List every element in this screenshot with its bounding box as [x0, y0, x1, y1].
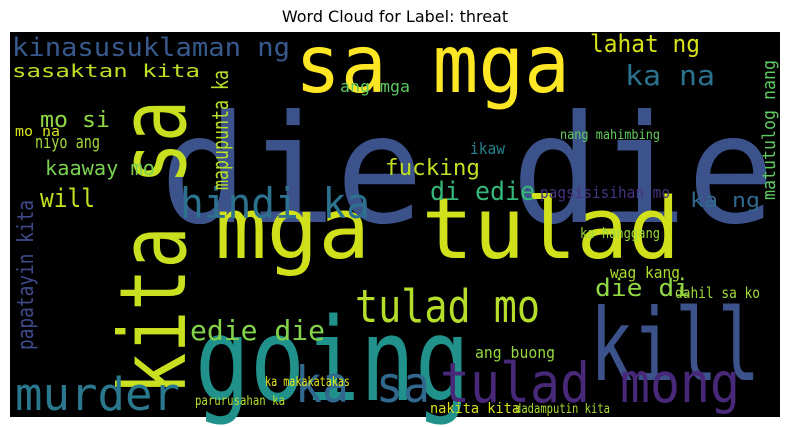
word: parurusahan ka: [195, 394, 285, 409]
word: will: [40, 184, 95, 214]
word: lahat ng: [590, 30, 700, 58]
word: going: [195, 294, 470, 427]
word: papatayin kita: [14, 200, 39, 350]
word: die die: [160, 84, 775, 258]
word: pagsisisihan mo: [540, 183, 670, 202]
word: die di: [595, 274, 690, 302]
word: kaaway mo: [45, 156, 155, 180]
word: ang mga: [340, 77, 410, 96]
word: kinasusuklaman ng: [12, 33, 290, 63]
chart-title: Word Cloud for Label: threat: [282, 7, 508, 26]
word: sasaktan kita: [12, 61, 200, 82]
word: mga tulad: [215, 180, 680, 279]
word: kill: [590, 287, 760, 404]
word: mapupunta ka: [209, 70, 234, 190]
word: hindi ka: [180, 179, 370, 228]
word: mo na: [15, 124, 60, 140]
word: tulad mong: [440, 351, 740, 415]
word: fucking: [385, 156, 480, 181]
word: tulad mo: [355, 280, 540, 333]
word: wag kang: [610, 263, 680, 282]
cloud-background: [10, 32, 780, 417]
word: di edie: [430, 177, 535, 207]
word: kita sa: [100, 100, 207, 395]
word: sa mga: [295, 18, 570, 111]
word: edie die: [190, 314, 325, 347]
word: ka hanggang: [580, 226, 660, 242]
word: ka na: [625, 59, 715, 92]
word: nakita kita: [430, 401, 520, 417]
word: dadamputin kita: [515, 402, 610, 417]
word: dahil sa ko: [675, 284, 760, 302]
word: ka makakatakas: [265, 375, 350, 390]
word: nang mahimbing: [560, 128, 660, 143]
word: murder: [15, 368, 180, 421]
word: ka ng: [690, 188, 760, 212]
word: matutulog nang: [759, 60, 780, 200]
word: mo si: [40, 108, 110, 133]
word: niyo ang: [35, 132, 100, 153]
word: ikaw: [470, 139, 505, 158]
word: ka sa: [295, 356, 430, 414]
word: ang buong: [475, 343, 555, 362]
